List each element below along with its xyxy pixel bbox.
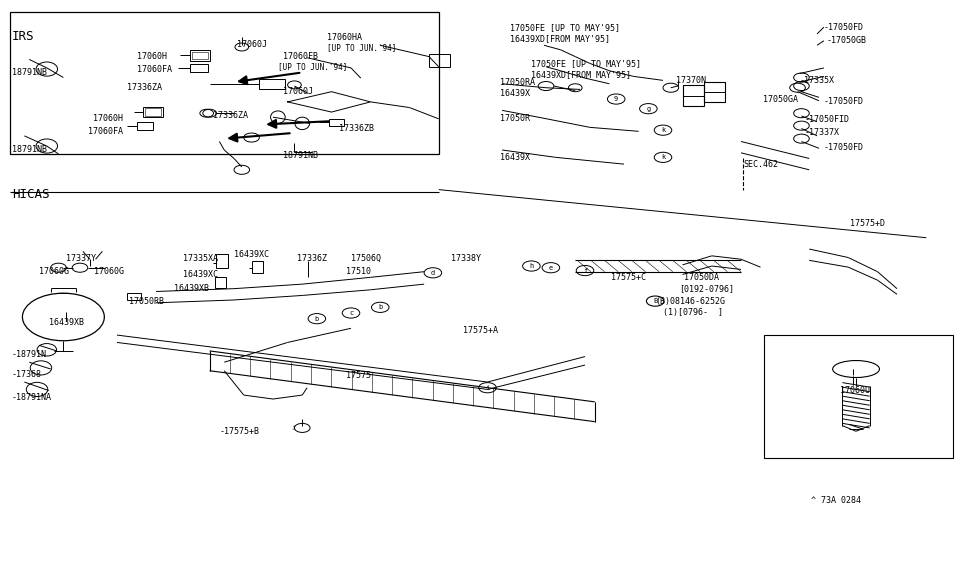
- Text: -17337X: -17337X: [804, 128, 839, 137]
- Text: 17050R: 17050R: [500, 114, 530, 123]
- Text: 16439XC: 16439XC: [183, 270, 218, 279]
- Text: -17368: -17368: [12, 370, 42, 379]
- Text: 17060J: 17060J: [237, 40, 267, 49]
- Text: c: c: [349, 310, 353, 316]
- Text: 17336Z: 17336Z: [297, 254, 328, 263]
- Text: k: k: [661, 155, 665, 160]
- Text: 17336ZB: 17336ZB: [339, 124, 374, 133]
- Text: 17575+A: 17575+A: [463, 326, 498, 335]
- Text: B: B: [653, 298, 657, 304]
- Text: HICAS: HICAS: [12, 188, 49, 201]
- Text: 17050RB: 17050RB: [129, 297, 164, 306]
- Text: 17060FA: 17060FA: [136, 65, 172, 74]
- Text: e: e: [549, 265, 553, 271]
- Bar: [704, 82, 725, 102]
- Text: IRS: IRS: [12, 31, 34, 43]
- Text: 17338Y: 17338Y: [451, 254, 482, 263]
- Bar: [216, 254, 228, 268]
- Text: 17060U: 17060U: [840, 386, 871, 395]
- Text: 17060G: 17060G: [39, 267, 69, 276]
- Text: -17050FD: -17050FD: [824, 23, 864, 32]
- Text: -18791NA: -18791NA: [12, 393, 52, 402]
- Text: [0192-0796]: [0192-0796]: [680, 284, 734, 293]
- Text: 17050FE [UP TO MAY'95]: 17050FE [UP TO MAY'95]: [510, 23, 620, 32]
- Text: 17060G: 17060G: [94, 267, 124, 276]
- Text: 17060FB: 17060FB: [283, 52, 318, 61]
- Text: 17336ZA: 17336ZA: [127, 83, 162, 92]
- Bar: [190, 50, 210, 61]
- Text: 17370N: 17370N: [676, 76, 706, 85]
- Text: -17050FD: -17050FD: [824, 97, 864, 106]
- Text: (1)[0796-  ]: (1)[0796- ]: [663, 308, 723, 317]
- Bar: [214, 277, 226, 288]
- Text: 17050FE [UP TO MAY'95]: 17050FE [UP TO MAY'95]: [531, 59, 642, 68]
- Bar: [145, 108, 161, 116]
- Bar: [136, 122, 153, 130]
- Text: 16439XB: 16439XB: [49, 318, 84, 327]
- Text: 17575: 17575: [346, 371, 371, 380]
- Text: 16439X: 16439X: [500, 153, 530, 162]
- Text: -18791N: -18791N: [12, 350, 47, 359]
- Text: 16439X: 16439X: [500, 89, 530, 98]
- Bar: [127, 293, 141, 300]
- Text: -17575+B: -17575+B: [219, 427, 259, 436]
- Text: 16439XC: 16439XC: [234, 250, 269, 259]
- Text: 17060HA: 17060HA: [327, 33, 362, 42]
- Text: j: j: [292, 426, 295, 430]
- Text: (B)08146-6252G: (B)08146-6252G: [655, 297, 725, 306]
- Text: b: b: [315, 316, 319, 321]
- Bar: [192, 52, 208, 59]
- Bar: [429, 54, 450, 67]
- Text: i: i: [486, 385, 489, 391]
- Text: 17335XA: 17335XA: [183, 254, 218, 263]
- Text: -17335X: -17335X: [800, 76, 835, 85]
- Bar: [259, 79, 285, 89]
- Text: f: f: [583, 268, 587, 273]
- Text: 16439XD[FROM MAY'95]: 16439XD[FROM MAY'95]: [510, 34, 610, 43]
- Text: -17050FD: -17050FD: [824, 143, 864, 152]
- Text: 17060H: 17060H: [136, 52, 167, 61]
- Text: [UP TO JUN.'94]: [UP TO JUN.'94]: [327, 44, 396, 53]
- Bar: [764, 335, 953, 458]
- Text: k: k: [661, 127, 665, 133]
- Text: SEC.462: SEC.462: [743, 160, 778, 169]
- Text: 17336ZA: 17336ZA: [213, 111, 248, 120]
- Text: b: b: [378, 305, 382, 310]
- Text: -17050FID: -17050FID: [804, 115, 849, 125]
- Text: 9: 9: [614, 96, 618, 102]
- Text: 17575+D: 17575+D: [850, 219, 885, 228]
- Text: h: h: [529, 263, 533, 269]
- Text: 17050GA: 17050GA: [763, 95, 799, 104]
- Text: -17050GB: -17050GB: [827, 36, 867, 45]
- Text: [UP TO JUN.'94]: [UP TO JUN.'94]: [278, 62, 347, 71]
- Bar: [329, 119, 344, 126]
- Text: d: d: [431, 270, 435, 276]
- Text: 18791NB: 18791NB: [12, 145, 47, 154]
- Text: 17050DA: 17050DA: [684, 273, 720, 282]
- Text: 17575+C: 17575+C: [611, 273, 646, 282]
- Text: 17050RA: 17050RA: [500, 78, 535, 87]
- Text: 17510: 17510: [346, 267, 371, 276]
- Text: 17060H: 17060H: [93, 114, 123, 123]
- Text: 17337Y: 17337Y: [66, 254, 97, 263]
- Bar: [682, 85, 704, 106]
- Bar: [143, 107, 163, 117]
- Text: 18791NB: 18791NB: [283, 151, 318, 160]
- Text: 17060J: 17060J: [283, 87, 313, 96]
- Text: 18791NB: 18791NB: [12, 68, 47, 77]
- Text: ^ 73A 0284: ^ 73A 0284: [811, 496, 861, 505]
- Text: 16439XB: 16439XB: [174, 284, 209, 293]
- Bar: [252, 261, 263, 273]
- Bar: [190, 64, 208, 72]
- Text: 16439XD[FROM MAY'95]: 16439XD[FROM MAY'95]: [531, 70, 632, 79]
- Bar: [10, 12, 439, 154]
- Text: 17060FA: 17060FA: [88, 127, 123, 136]
- Text: 17506Q: 17506Q: [351, 254, 381, 263]
- Text: g: g: [646, 106, 650, 112]
